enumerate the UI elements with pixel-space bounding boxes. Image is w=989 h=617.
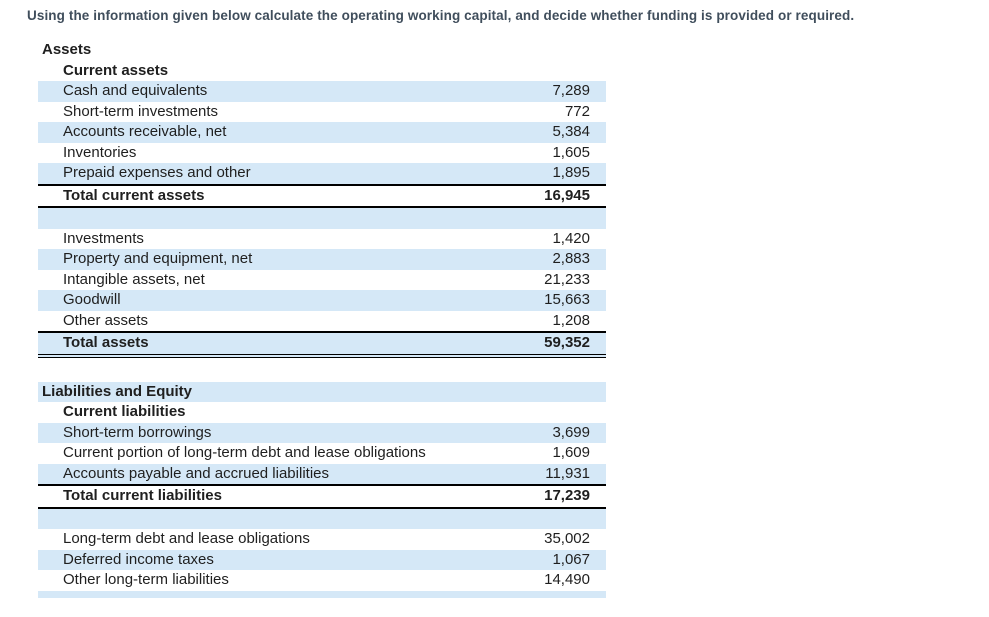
row-value: 5,384 bbox=[552, 123, 590, 140]
row-label: Deferred income taxes bbox=[63, 550, 214, 568]
row-property-and-equipment: Property and equipment, net 2,883 bbox=[38, 249, 606, 270]
row-prepaid-expenses: Prepaid expenses and other 1,895 bbox=[38, 163, 606, 186]
row-value: 7,289 bbox=[552, 82, 590, 99]
row-label: Current assets bbox=[63, 61, 169, 79]
row-value: 35,002 bbox=[544, 530, 590, 547]
row-value: 1,605 bbox=[552, 143, 590, 161]
row-label: Property and equipment, net bbox=[63, 250, 253, 267]
row-value: 772 bbox=[564, 102, 590, 120]
row-value: 17,239 bbox=[544, 487, 590, 504]
row-investments: Investments 1,420 bbox=[38, 228, 606, 249]
row-label: Liabilities and Equity bbox=[42, 382, 193, 400]
row-label: Short-term borrowings bbox=[63, 423, 212, 441]
row-value bbox=[590, 40, 606, 61]
row-value: 21,233 bbox=[544, 270, 590, 288]
row-label: Short-term investments bbox=[63, 102, 219, 120]
row-value: 11,931 bbox=[545, 464, 590, 482]
row-intangible-assets: Intangible assets, net 21,233 bbox=[38, 269, 606, 290]
row-value: 1,895 bbox=[552, 164, 590, 181]
row-label: Long-term debt and lease obligations bbox=[63, 530, 310, 547]
row-label: Accounts receivable, net bbox=[63, 123, 227, 140]
row-blank bbox=[38, 508, 606, 530]
row-value: 1,420 bbox=[552, 229, 590, 247]
row-label bbox=[38, 208, 590, 229]
row-value: 59,352 bbox=[544, 334, 590, 351]
row-label: Cash and equivalents bbox=[63, 82, 208, 99]
row-value: 2,883 bbox=[552, 250, 590, 267]
row-value: 1,609 bbox=[552, 444, 590, 461]
row-total-assets: Total assets 59,352 bbox=[38, 333, 606, 358]
row-label bbox=[38, 509, 590, 530]
row-label: Goodwill bbox=[63, 291, 121, 308]
row-label: Total current liabilities bbox=[63, 487, 222, 504]
row-short-term-borrowings: Short-term borrowings 3,699 bbox=[38, 422, 606, 443]
row-label: Other assets bbox=[63, 311, 149, 329]
row-current-portion-long-term-debt: Current portion of long-term debt and le… bbox=[38, 443, 606, 464]
row-label: Current liabilities bbox=[63, 403, 186, 420]
row-long-term-debt: Long-term debt and lease obligations 35,… bbox=[38, 529, 606, 550]
row-value: 14,490 bbox=[544, 571, 590, 588]
row-blank bbox=[38, 208, 606, 229]
row-total-current-assets: Total current assets 16,945 bbox=[38, 185, 606, 208]
row-label: Current portion of long-term debt and le… bbox=[63, 444, 426, 461]
row-liabilities-and-equity-header: Liabilities and Equity bbox=[38, 381, 606, 403]
row-assets-header: Assets bbox=[38, 40, 606, 61]
row-value bbox=[590, 358, 606, 382]
row-label: Assets bbox=[42, 41, 92, 58]
row-value: 1,208 bbox=[552, 311, 590, 329]
row-current-liabilities-header: Current liabilities bbox=[38, 402, 606, 423]
row-label: Other long-term liabilities bbox=[63, 571, 229, 588]
row-value: 15,663 bbox=[544, 291, 590, 308]
row-label: Inventories bbox=[63, 143, 137, 161]
row-cash-and-equivalents: Cash and equivalents 7,289 bbox=[38, 81, 606, 102]
row-label: Investments bbox=[63, 229, 144, 247]
row-blank bbox=[38, 357, 606, 382]
row-value bbox=[590, 382, 606, 403]
row-value bbox=[590, 61, 606, 82]
row-label: Prepaid expenses and other bbox=[63, 164, 251, 181]
row-goodwill: Goodwill 15,663 bbox=[38, 290, 606, 311]
row-value: 1,067 bbox=[552, 550, 590, 568]
row-deferred-income-taxes: Deferred income taxes 1,067 bbox=[38, 549, 606, 570]
row-label: Accounts payable and accrued liabilities bbox=[63, 464, 329, 482]
row-label: Total current assets bbox=[63, 186, 205, 204]
row-label: Intangible assets, net bbox=[63, 270, 205, 288]
row-other-assets: Other assets 1,208 bbox=[38, 310, 606, 333]
row-short-term-investments: Short-term investments 772 bbox=[38, 101, 606, 122]
row-label bbox=[38, 358, 590, 382]
balance-sheet-table: Assets Current assets Cash and equivalen… bbox=[38, 40, 606, 598]
row-total-current-liabilities: Total current liabilities 17,239 bbox=[38, 486, 606, 509]
question-prompt: Using the information given below calcul… bbox=[27, 8, 855, 23]
row-label: Total assets bbox=[63, 334, 149, 351]
row-other-long-term-liabilities: Other long-term liabilities 14,490 bbox=[38, 570, 606, 591]
row-value: 3,699 bbox=[552, 423, 590, 441]
row-inventories: Inventories 1,605 bbox=[38, 142, 606, 163]
row-current-assets-header: Current assets bbox=[38, 60, 606, 82]
row-partial-blank bbox=[38, 590, 606, 598]
row-accounts-payable: Accounts payable and accrued liabilities… bbox=[38, 463, 606, 486]
row-value bbox=[590, 402, 606, 423]
row-value: 16,945 bbox=[544, 186, 590, 204]
row-value bbox=[590, 509, 606, 530]
row-accounts-receivable: Accounts receivable, net 5,384 bbox=[38, 122, 606, 143]
row-value bbox=[590, 208, 606, 229]
